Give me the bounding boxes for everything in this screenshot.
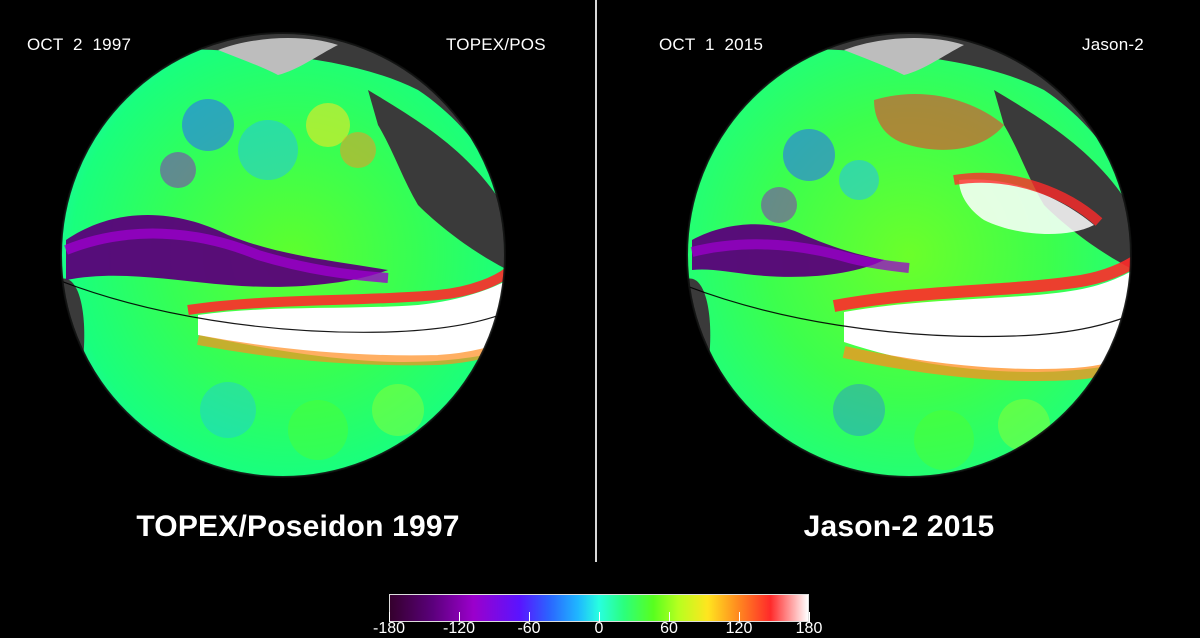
left-panel: OCT 2 1997 TOPEX/POS bbox=[0, 0, 596, 560]
warm-band bbox=[844, 270, 1131, 372]
colorbar-tick-label: 120 bbox=[725, 620, 753, 637]
satellite-label: TOPEX/POS bbox=[446, 35, 546, 54]
colorbar-tick bbox=[529, 612, 530, 622]
equator-line bbox=[687, 284, 1131, 338]
colorbar-tick bbox=[389, 612, 390, 622]
colorbar-tick-label: -60 bbox=[517, 620, 541, 637]
left-globe-svg bbox=[60, 32, 506, 478]
warm-band bbox=[198, 280, 505, 362]
land-americas bbox=[994, 90, 1131, 270]
colorbar-tick bbox=[599, 612, 600, 622]
colorbar-tick bbox=[739, 612, 740, 622]
colorbar-tick bbox=[809, 612, 810, 622]
date-label: OCT 1 2015 bbox=[659, 35, 764, 54]
colorbar-tick-label: 0 bbox=[594, 620, 604, 637]
colorbar-tick-label: 60 bbox=[660, 620, 678, 637]
warm-patch-east bbox=[959, 179, 1094, 235]
warm-band-edge bbox=[187, 267, 505, 315]
ice bbox=[844, 38, 964, 75]
right-globe-svg bbox=[686, 32, 1132, 478]
warm-band-edge bbox=[832, 256, 1131, 312]
caption: TOPEX/Poseidon 1997 bbox=[136, 510, 460, 543]
colorbar-tick-label: -120 bbox=[442, 620, 476, 637]
caption: Jason-2 2015 bbox=[803, 510, 995, 543]
cold-band-edge bbox=[690, 239, 910, 273]
cold-band-edge bbox=[64, 228, 389, 283]
left-globe bbox=[58, 30, 508, 480]
right-globe bbox=[684, 30, 1134, 480]
land-north bbox=[687, 33, 1131, 180]
panel-divider bbox=[595, 0, 597, 562]
colorbar-tick-label: -180 bbox=[372, 620, 406, 637]
right-panel: OCT 1 2015 Jason-2 bbox=[598, 0, 1200, 560]
warm-patch-north bbox=[874, 94, 1004, 150]
colorbar-tick bbox=[669, 612, 670, 622]
warm-patch-east-edge bbox=[953, 172, 1103, 226]
land-west bbox=[61, 278, 85, 425]
equator-line bbox=[61, 279, 505, 333]
colorbar-tick bbox=[459, 612, 460, 622]
colorbar-tick-label: 180 bbox=[795, 620, 823, 637]
land-americas bbox=[368, 90, 505, 270]
date-label: OCT 2 1997 bbox=[27, 35, 132, 54]
land-west bbox=[687, 278, 711, 425]
land-north bbox=[61, 33, 505, 180]
satellite-label: Jason-2 bbox=[1082, 35, 1144, 54]
ice bbox=[218, 38, 338, 75]
